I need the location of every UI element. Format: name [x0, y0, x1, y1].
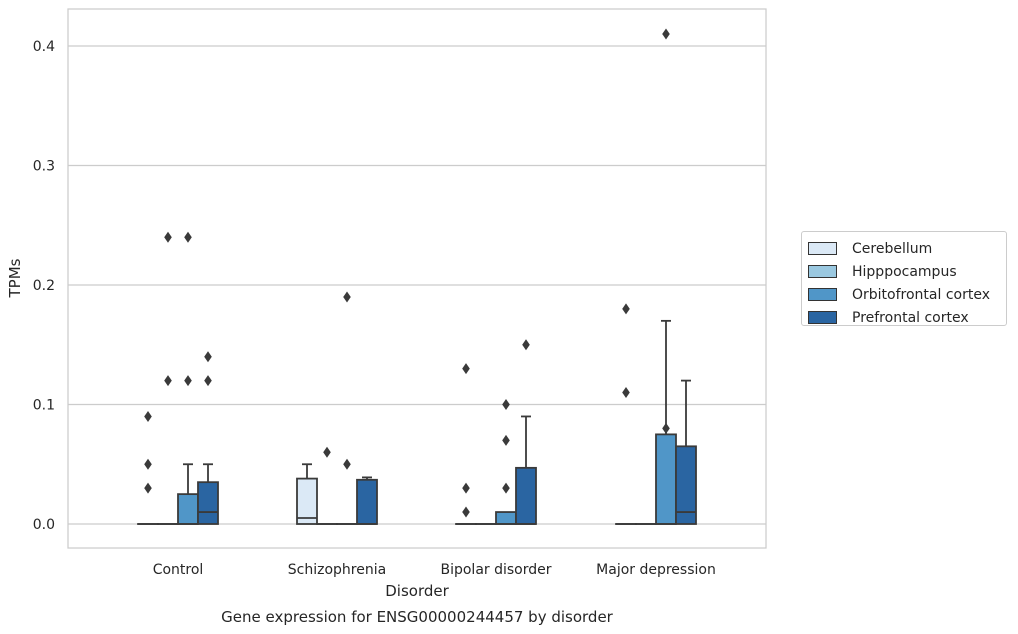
box-iqr — [675, 445, 697, 525]
box-orbitofrontal-cortex — [336, 291, 358, 525]
x-tick-labels: Control Schizophrenia Bipolar disorder Majo… — [153, 562, 716, 578]
x-axis-label: Disorder — [385, 582, 449, 600]
legend: Cerebellum Hipppocampus Orbitofrontal cort… — [801, 231, 1007, 326]
box-orbitofrontal-cortex — [495, 399, 517, 525]
x-tick-label: Major depression — [596, 562, 716, 578]
plot-frame — [67, 8, 767, 549]
legend-item: Hipppocampus — [808, 260, 1006, 283]
outlier-point — [343, 458, 351, 470]
outlier-point — [144, 458, 152, 470]
outlier-point — [323, 446, 331, 458]
outlier-point — [184, 375, 192, 387]
legend-swatch — [808, 242, 837, 255]
y-tick-label: 0.2 — [33, 278, 55, 294]
outlier-point — [462, 506, 470, 518]
y-axis-label: TPMs — [6, 258, 24, 298]
outlier-point — [522, 339, 530, 351]
box-cerebellum — [615, 303, 637, 525]
outlier-point — [164, 231, 172, 243]
box-orbitofrontal-cortex — [177, 231, 199, 525]
legend-label: Hipppocampus — [852, 263, 957, 280]
y-tick-labels: 0.0 0.1 0.2 0.3 0.4 — [33, 39, 55, 533]
box-hipppocampus — [316, 446, 338, 525]
outlier-point — [622, 303, 630, 315]
box-prefrontal-cortex — [197, 351, 219, 525]
box-prefrontal-cortex — [515, 339, 537, 525]
box-iqr — [197, 481, 219, 525]
box-cerebellum — [455, 363, 477, 525]
outlier-point — [184, 231, 192, 243]
x-tick-label: Bipolar disorder — [440, 562, 551, 578]
box-prefrontal-cortex — [356, 476, 378, 525]
outlier-point — [502, 434, 510, 446]
y-tick-label: 0.4 — [33, 39, 55, 55]
box-iqr — [655, 433, 677, 525]
box-iqr — [177, 493, 199, 525]
legend-item: Prefrontal cortex — [808, 306, 1006, 329]
box-series-group — [137, 28, 697, 525]
outlier-point — [462, 482, 470, 494]
outlier-point — [204, 375, 212, 387]
y-tick-label: 0.1 — [33, 398, 55, 414]
outlier-point — [462, 363, 470, 375]
legend-item: Orbitofrontal cortex — [808, 283, 1006, 306]
outlier-point — [502, 482, 510, 494]
outlier-point — [502, 399, 510, 410]
legend-label: Cerebellum — [852, 240, 933, 257]
y-tick-label: 0.3 — [33, 159, 55, 175]
outlier-point — [144, 482, 152, 494]
outlier-point — [164, 375, 172, 387]
box-cerebellum — [137, 410, 159, 525]
legend-label: Orbitofrontal cortex — [852, 286, 990, 303]
box-prefrontal-cortex — [675, 379, 697, 525]
box-hipppocampus — [157, 231, 179, 525]
y-tick-label: 0.0 — [33, 517, 55, 533]
legend-swatch — [808, 311, 837, 324]
legend-label: Prefrontal cortex — [852, 309, 969, 326]
legend-item: Cerebellum — [808, 237, 1006, 260]
outlier-point — [204, 351, 212, 363]
box-iqr — [356, 478, 378, 525]
outlier-point — [662, 422, 670, 434]
box-iqr — [515, 466, 537, 525]
box-iqr — [495, 511, 517, 525]
legend-swatch — [808, 288, 837, 301]
x-tick-label: Schizophrenia — [288, 562, 386, 578]
box-cerebellum — [296, 463, 318, 525]
outlier-point — [622, 387, 630, 399]
chart-caption: Gene expression for ENSG00000244457 by d… — [221, 608, 614, 626]
outlier-point — [662, 28, 670, 40]
outlier-point — [144, 410, 152, 422]
box-iqr — [296, 477, 318, 525]
outlier-point — [343, 291, 351, 303]
box-orbitofrontal-cortex — [655, 28, 677, 525]
legend-swatch — [808, 265, 837, 278]
x-tick-label: Control — [153, 562, 204, 578]
